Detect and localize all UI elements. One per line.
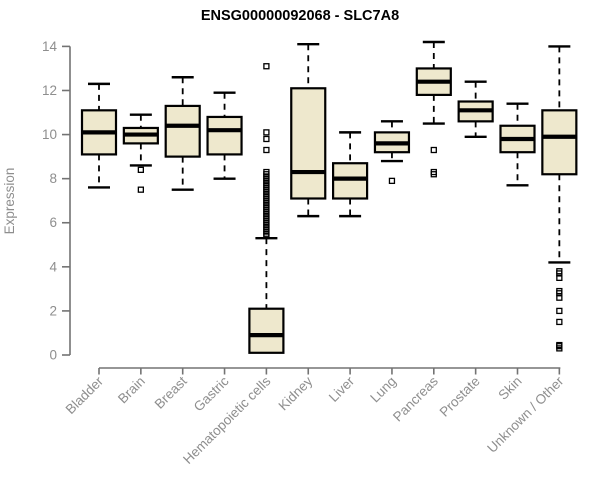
outlier-point: [556, 307, 563, 315]
y-tick-label: 2: [49, 303, 57, 318]
y-tick-label: 8: [49, 171, 57, 186]
outlier-point: [430, 146, 437, 154]
x-axis-label: Liver: [326, 373, 358, 405]
outlier-point: [263, 232, 270, 240]
chart-title: ENSG00000092068 - SLC7A8: [201, 8, 399, 24]
y-tick-label: 12: [42, 83, 57, 98]
x-axis-label: Brain: [115, 374, 148, 407]
outlier-point: [556, 294, 563, 301]
outlier-point: [137, 166, 145, 173]
x-axis-label: Breast: [152, 373, 190, 411]
x-axis-label: Gastric: [191, 373, 232, 414]
box-kidney: [290, 87, 327, 200]
outlier-point: [263, 63, 270, 70]
x-axis-label: Skin: [495, 374, 524, 403]
outlier-point: [556, 274, 563, 282]
outlier-point: [263, 135, 270, 143]
x-axis-label: Prostate: [437, 374, 483, 420]
y-axis-label: Expression: [2, 168, 17, 235]
outlier-point: [263, 129, 270, 136]
box-liver: [332, 162, 369, 200]
x-axis-label: Lung: [367, 374, 399, 406]
box-gastric: [206, 115, 243, 156]
y-tick-label: 0: [49, 348, 57, 363]
y-tick-label: 14: [42, 39, 58, 54]
outlier-point: [137, 186, 145, 193]
outlier-point: [263, 146, 270, 154]
outlier-point: [430, 171, 437, 178]
box-breast: [164, 104, 201, 158]
y-tick-label: 6: [49, 215, 57, 230]
outlier-point: [556, 318, 563, 326]
y-tick-label: 10: [42, 127, 57, 142]
box-hematopoietic-cells: [248, 307, 285, 354]
x-axis-label: Pancreas: [390, 373, 441, 424]
outlier-point: [388, 177, 396, 185]
y-tick-label: 4: [49, 259, 57, 274]
outlier-point: [556, 345, 563, 352]
x-axis-label: Kidney: [276, 373, 316, 413]
x-axis-label: Bladder: [63, 373, 107, 417]
x-axis-label: Unknown / Other: [484, 373, 567, 456]
box-unknown-other: [541, 109, 578, 176]
